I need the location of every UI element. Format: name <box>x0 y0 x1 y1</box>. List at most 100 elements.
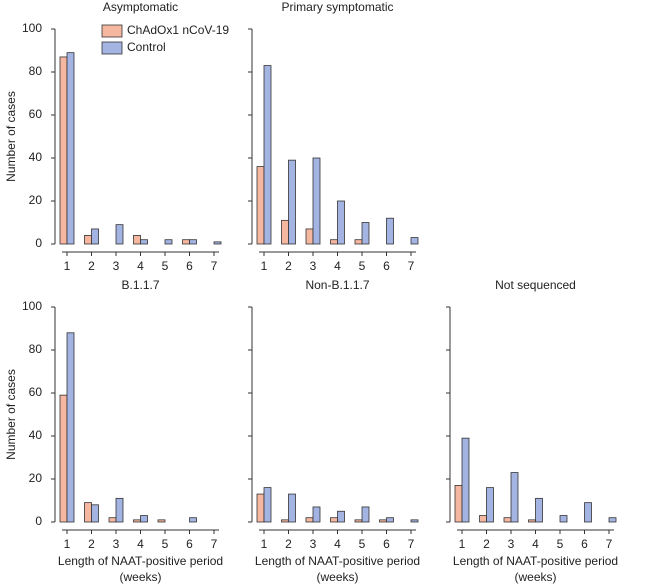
x-tick-label: 5 <box>162 259 169 273</box>
bar <box>608 517 617 523</box>
x-tick-label: 5 <box>162 537 169 551</box>
panel-title: Asymptomatic <box>103 0 178 14</box>
bar <box>59 56 68 245</box>
x-tick-label: 3 <box>310 537 317 551</box>
bar <box>115 224 124 245</box>
y-axis-label: Number of cases <box>4 91 18 182</box>
y-tick-label: 60 <box>29 107 43 121</box>
x-tick-label: 1 <box>459 537 466 551</box>
bar <box>337 200 345 245</box>
y-tick-label: 40 <box>29 428 43 442</box>
bar <box>337 510 345 523</box>
bar <box>91 228 99 245</box>
y-tick-label: 60 <box>29 385 43 399</box>
bar <box>312 506 321 523</box>
bar <box>361 506 370 523</box>
x-axis-label: (weeks) <box>119 570 161 584</box>
legend-swatch <box>101 41 123 55</box>
x-tick-label: 2 <box>285 537 292 551</box>
bar <box>354 239 363 245</box>
bar <box>461 437 470 523</box>
x-tick-label: 4 <box>334 537 341 551</box>
bar <box>528 519 536 523</box>
x-tick-label: 2 <box>88 259 95 273</box>
legend-swatch <box>101 24 123 38</box>
y-tick-label: 20 <box>29 471 43 485</box>
bar <box>410 519 419 523</box>
panel-title: B.1.1.7 <box>121 278 159 292</box>
bar <box>140 515 148 523</box>
x-tick-label: 7 <box>606 537 613 551</box>
bar <box>288 159 296 245</box>
x-tick-label: 3 <box>113 259 120 273</box>
bar <box>133 519 141 523</box>
x-tick-label: 1 <box>261 537 268 551</box>
bar <box>386 517 394 523</box>
bar <box>91 504 99 523</box>
x-tick-label: 1 <box>64 259 71 273</box>
x-axis-label: Length of NAAT-positive period <box>58 554 223 568</box>
x-tick-label: 1 <box>64 537 71 551</box>
x-tick-label: 2 <box>483 537 490 551</box>
legend-label: Control <box>127 40 166 54</box>
bar <box>330 517 338 523</box>
bar <box>59 394 68 523</box>
bar <box>479 515 487 523</box>
bar <box>157 519 166 523</box>
x-tick-label: 2 <box>88 537 95 551</box>
y-tick-label: 100 <box>22 299 42 313</box>
y-tick-label: 80 <box>29 64 43 78</box>
x-tick-label: 1 <box>261 259 268 273</box>
bar <box>140 239 148 245</box>
bar <box>305 517 314 523</box>
x-tick-label: 5 <box>359 259 366 273</box>
bar <box>84 234 92 245</box>
x-tick-label: 6 <box>186 259 193 273</box>
bar <box>263 65 272 245</box>
y-tick-label: 80 <box>29 342 43 356</box>
x-tick-label: 5 <box>557 537 564 551</box>
x-tick-label: 6 <box>383 537 390 551</box>
x-tick-label: 4 <box>532 537 539 551</box>
bar <box>379 519 387 523</box>
bar <box>256 166 265 245</box>
bar <box>189 239 197 245</box>
bar <box>281 519 289 523</box>
x-axis-label: Length of NAAT-positive period <box>453 554 618 568</box>
bar <box>535 497 543 523</box>
y-axis-label: Number of cases <box>4 369 18 460</box>
bar <box>584 502 592 523</box>
bar <box>66 332 75 523</box>
x-tick-label: 7 <box>211 259 218 273</box>
bar <box>189 517 197 523</box>
x-tick-label: 7 <box>408 537 415 551</box>
x-tick-label: 3 <box>113 537 120 551</box>
x-tick-label: 6 <box>186 537 193 551</box>
y-tick-label: 100 <box>22 21 42 35</box>
x-tick-label: 3 <box>310 259 317 273</box>
bar <box>503 517 512 523</box>
y-tick-label: 0 <box>35 236 42 250</box>
bar <box>312 157 321 245</box>
bar <box>281 219 289 245</box>
bar <box>164 239 173 245</box>
bar <box>288 493 296 523</box>
bar <box>256 493 265 523</box>
x-tick-label: 6 <box>383 259 390 273</box>
x-tick-label: 7 <box>408 259 415 273</box>
bar <box>486 487 494 523</box>
x-tick-label: 4 <box>137 537 144 551</box>
bar <box>182 239 190 245</box>
y-tick-label: 20 <box>29 193 43 207</box>
bar <box>510 472 519 523</box>
x-tick-label: 6 <box>581 537 588 551</box>
legend-label: ChAdOx1 nCoV-19 <box>127 23 229 37</box>
x-axis-label: (weeks) <box>514 570 556 584</box>
x-tick-label: 4 <box>334 259 341 273</box>
bar <box>559 515 568 523</box>
bar <box>263 487 272 523</box>
x-tick-label: 3 <box>508 537 515 551</box>
x-axis-label: (weeks) <box>316 570 358 584</box>
panel-title: Primary symptomatic <box>281 0 393 14</box>
bar <box>386 217 394 245</box>
